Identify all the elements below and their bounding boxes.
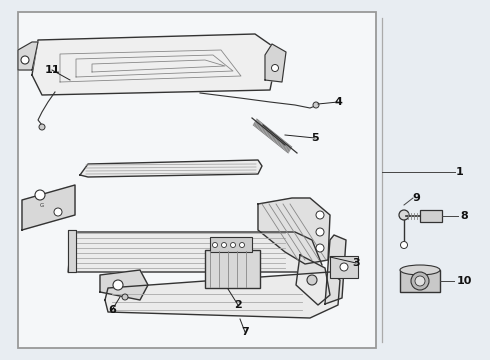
Circle shape <box>316 211 324 219</box>
Bar <box>420 210 442 222</box>
Circle shape <box>316 244 324 252</box>
Bar <box>205 250 260 288</box>
Bar <box>400 270 440 292</box>
Text: 5: 5 <box>311 133 319 143</box>
Text: G: G <box>40 203 44 208</box>
Text: 3: 3 <box>352 258 360 268</box>
Circle shape <box>21 56 29 64</box>
Circle shape <box>230 243 236 248</box>
Circle shape <box>213 243 218 248</box>
Text: 9: 9 <box>412 193 420 203</box>
Polygon shape <box>22 185 75 230</box>
Text: 6: 6 <box>108 305 116 315</box>
Polygon shape <box>296 255 330 305</box>
Circle shape <box>415 276 425 286</box>
Polygon shape <box>68 230 76 272</box>
Circle shape <box>39 124 45 130</box>
Circle shape <box>307 275 317 285</box>
Text: 1: 1 <box>456 167 464 177</box>
Polygon shape <box>258 198 330 264</box>
Polygon shape <box>105 272 340 318</box>
Polygon shape <box>100 270 148 300</box>
Circle shape <box>54 208 62 216</box>
Circle shape <box>340 263 348 271</box>
Circle shape <box>399 210 409 220</box>
Polygon shape <box>68 232 322 272</box>
Circle shape <box>400 242 408 248</box>
Text: 2: 2 <box>234 300 242 310</box>
Circle shape <box>313 102 319 108</box>
Bar <box>18 12 376 348</box>
Polygon shape <box>32 34 278 95</box>
Circle shape <box>240 243 245 248</box>
Text: 10: 10 <box>456 276 472 286</box>
Circle shape <box>221 243 226 248</box>
Circle shape <box>316 228 324 236</box>
Polygon shape <box>18 42 38 70</box>
Text: 8: 8 <box>460 211 468 221</box>
Bar <box>330 256 358 278</box>
Text: 11: 11 <box>44 65 60 75</box>
Circle shape <box>113 280 123 290</box>
Circle shape <box>122 294 128 300</box>
Text: 4: 4 <box>334 97 342 107</box>
Polygon shape <box>265 44 286 82</box>
Bar <box>210 237 252 252</box>
Circle shape <box>35 190 45 200</box>
Circle shape <box>271 64 278 72</box>
Text: 7: 7 <box>241 327 249 337</box>
Polygon shape <box>80 160 262 177</box>
Polygon shape <box>325 235 346 304</box>
Circle shape <box>411 272 429 290</box>
Ellipse shape <box>400 265 440 275</box>
